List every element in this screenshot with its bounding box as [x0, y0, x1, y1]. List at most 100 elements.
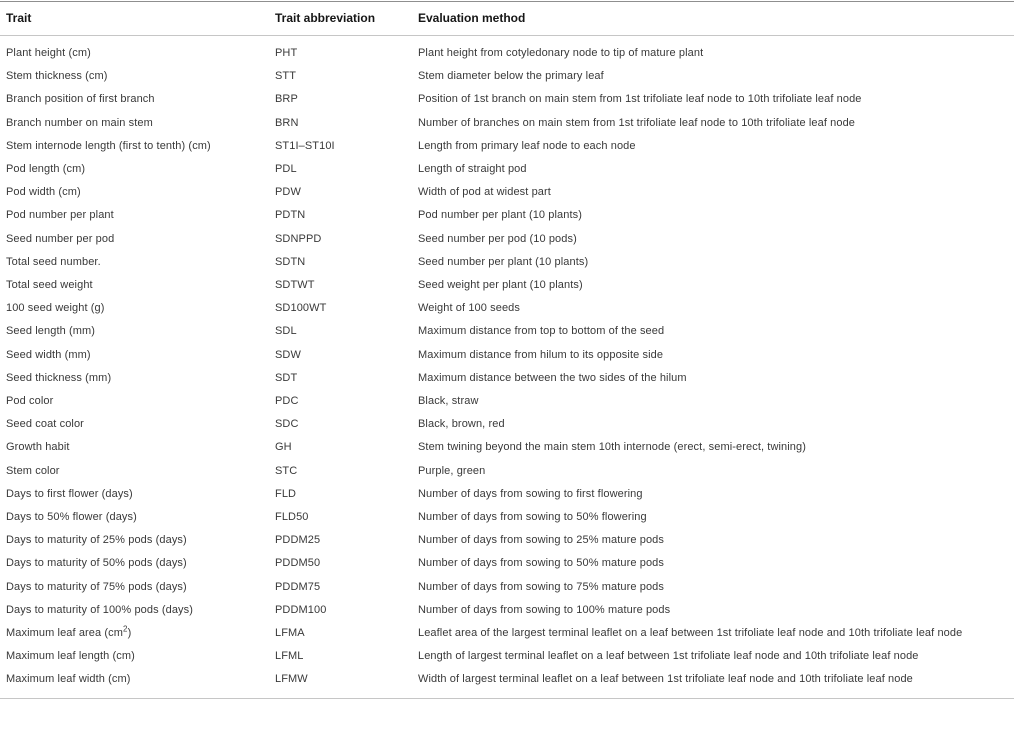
evaluation-method-cell: Maximum distance from top to bottom of t… — [418, 325, 665, 338]
table-row: Branch position of first branch BRP Posi… — [0, 88, 1014, 111]
evaluation-method-cell: Number of days from sowing to 75% mature… — [418, 580, 665, 593]
abbreviation-cell: ST1I–ST10I — [275, 139, 335, 152]
evaluation-method-cell: Length of largest terminal leaflet on a … — [418, 650, 919, 663]
table-row: Pod number per plant PDTN Pod number per… — [0, 204, 1014, 227]
table-row: Total seed weight SDTWT Seed weight per … — [0, 274, 1014, 297]
abbreviation-cell: SDW — [275, 348, 301, 361]
trait-cell: Plant height (cm) — [6, 47, 91, 59]
trait-table-container: Trait Trait abbreviation Evaluation meth… — [0, 1, 1014, 699]
trait-cell: Seed width (mm) — [6, 348, 91, 361]
table-row: Seed coat color SDC Black, brown, red — [0, 413, 1014, 436]
evaluation-method-cell: Seed number per plant (10 plants) — [418, 255, 589, 268]
table-row: Stem thickness (cm) STT Stem diameter be… — [0, 65, 1014, 88]
abbreviation-cell: LFMW — [275, 673, 308, 686]
table-row: Days to maturity of 100% pods (days) PDD… — [0, 599, 1014, 622]
table-row: Days to maturity of 50% pods (days) PDDM… — [0, 552, 1014, 575]
trait-cell: Pod color — [6, 395, 54, 408]
evaluation-method-cell: Number of branches on main stem from 1st… — [418, 116, 856, 129]
evaluation-method-cell: Maximum distance from hilum to its oppos… — [418, 348, 664, 361]
table-row: Branch number on main stem BRN Number of… — [0, 112, 1014, 135]
column-header-trait-abbreviation: Trait abbreviation — [275, 1, 418, 36]
trait-cell: Pod number per plant — [6, 209, 114, 222]
table-row: Total seed number. SDTN Seed number per … — [0, 251, 1014, 274]
abbreviation-cell: PDC — [275, 395, 299, 408]
abbreviation-cell: SDTWT — [275, 279, 315, 292]
abbreviation-cell: SD100WT — [275, 302, 327, 315]
abbreviation-cell: BRP — [275, 93, 298, 106]
abbreviation-cell: GH — [275, 441, 292, 454]
table-row: 100 seed weight (g) SD100WT Weight of 10… — [0, 297, 1014, 320]
abbreviation-cell: SDTN — [275, 255, 306, 268]
table-row: Seed number per pod SDNPPD Seed number p… — [0, 228, 1014, 251]
abbreviation-cell: PDDM25 — [275, 534, 321, 547]
abbreviation-cell: PDDM50 — [275, 557, 321, 570]
evaluation-method-cell: Seed number per pod (10 pods) — [418, 232, 577, 245]
abbreviation-cell: PDL — [275, 163, 297, 176]
table-row: Plant height (cm) PHT Plant height from … — [0, 36, 1014, 66]
abbreviation-cell: SDNPPD — [275, 232, 322, 245]
trait-cell: Maximum leaf width (cm) — [6, 673, 131, 686]
trait-cell: Pod length (cm) — [6, 163, 86, 176]
abbreviation-cell: FLD50 — [275, 511, 309, 524]
table-row: Pod length (cm) PDL Length of straight p… — [0, 158, 1014, 181]
evaluation-method-cell: Stem twining beyond the main stem 10th i… — [418, 441, 806, 454]
abbreviation-cell: FLD — [275, 487, 297, 500]
abbreviation-cell: SDT — [275, 371, 298, 384]
trait-cell: Seed coat color — [6, 418, 84, 431]
trait-cell: Seed number per pod — [6, 232, 115, 245]
table-row: Stem internode length (first to tenth) (… — [0, 135, 1014, 158]
table-header-row: Trait Trait abbreviation Evaluation meth… — [0, 1, 1014, 36]
evaluation-method-cell: Plant height from cotyledonary node to t… — [418, 47, 704, 59]
table-row: Days to maturity of 25% pods (days) PDDM… — [0, 529, 1014, 552]
table-row: Seed length (mm) SDL Maximum distance fr… — [0, 320, 1014, 343]
trait-cell: Total seed weight — [6, 279, 93, 292]
evaluation-method-cell: Number of days from sowing to first flow… — [418, 487, 643, 500]
table-row: Pod color PDC Black, straw — [0, 390, 1014, 413]
evaluation-method-cell: Black, straw — [418, 395, 479, 408]
table-row: Maximum leaf area (cm2) LFMA Leaflet are… — [0, 622, 1014, 645]
evaluation-method-cell: Seed weight per plant (10 plants) — [418, 279, 583, 292]
trait-cell: Maximum leaf area (cm2) — [6, 624, 132, 640]
trait-cell: Days to first flower (days) — [6, 487, 133, 500]
table-row: Days to first flower (days) FLD Number o… — [0, 483, 1014, 506]
trait-cell: Seed thickness (mm) — [6, 371, 112, 384]
abbreviation-cell: STC — [275, 464, 298, 477]
abbreviation-cell: PDDM100 — [275, 603, 327, 616]
evaluation-method-cell: Position of 1st branch on main stem from… — [418, 93, 862, 106]
evaluation-method-cell: Length of straight pod — [418, 163, 527, 176]
evaluation-method-cell: Weight of 100 seeds — [418, 302, 520, 315]
evaluation-method-cell: Black, brown, red — [418, 418, 505, 431]
trait-cell: Stem color — [6, 464, 60, 477]
evaluation-method-cell: Width of pod at widest part — [418, 186, 551, 199]
evaluation-method-cell: Width of largest terminal leaflet on a l… — [418, 673, 913, 686]
abbreviation-cell: PHT — [275, 47, 298, 59]
table-row: Maximum leaf length (cm) LFML Length of … — [0, 645, 1014, 668]
table-row: Days to 50% flower (days) FLD50 Number o… — [0, 506, 1014, 529]
evaluation-method-cell: Purple, green — [418, 464, 486, 477]
abbreviation-cell: PDDM75 — [275, 580, 321, 593]
evaluation-method-cell: Maximum distance between the two sides o… — [418, 371, 687, 384]
table-row: Maximum leaf width (cm) LFMW Width of la… — [0, 668, 1014, 698]
trait-cell: Maximum leaf length (cm) — [6, 650, 135, 663]
abbreviation-cell: STT — [275, 70, 297, 83]
evaluation-method-cell: Number of days from sowing to 50% mature… — [418, 557, 665, 570]
table-row: Pod width (cm) PDW Width of pod at wides… — [0, 181, 1014, 204]
table-row: Growth habit GH Stem twining beyond the … — [0, 436, 1014, 459]
trait-cell: Days to maturity of 50% pods (days) — [6, 557, 187, 570]
trait-cell: Days to maturity of 75% pods (days) — [6, 580, 187, 593]
trait-cell: Stem thickness (cm) — [6, 70, 108, 83]
abbreviation-cell: LFMA — [275, 627, 305, 640]
abbreviation-cell: SDL — [275, 325, 297, 338]
evaluation-method-cell: Number of days from sowing to 100% matur… — [418, 603, 671, 616]
trait-cell: 100 seed weight (g) — [6, 302, 105, 315]
column-header-trait: Trait — [0, 1, 275, 36]
trait-cell: Total seed number. — [6, 255, 101, 268]
abbreviation-cell: SDC — [275, 418, 299, 431]
trait-cell: Days to 50% flower (days) — [6, 511, 137, 524]
table-row: Days to maturity of 75% pods (days) PDDM… — [0, 576, 1014, 599]
trait-cell: Growth habit — [6, 441, 70, 454]
abbreviation-cell: PDW — [275, 186, 301, 199]
evaluation-method-cell: Length from primary leaf node to each no… — [418, 139, 636, 152]
abbreviation-cell: LFML — [275, 650, 304, 663]
table-row: Stem color STC Purple, green — [0, 460, 1014, 483]
